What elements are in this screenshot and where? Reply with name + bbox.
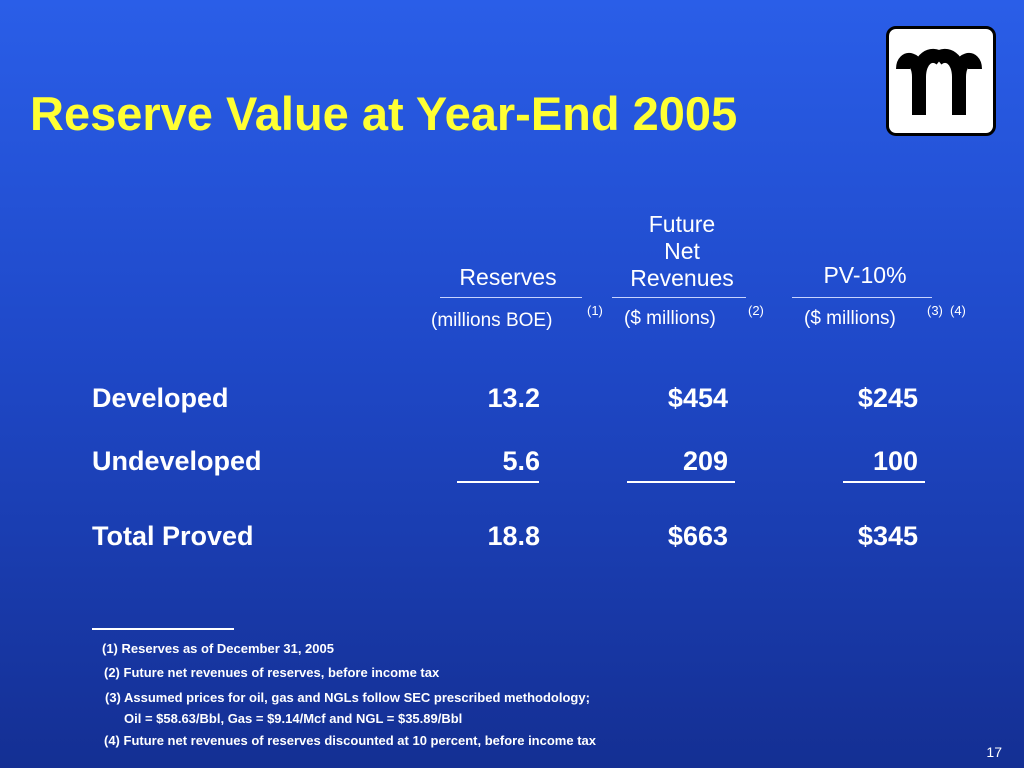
fnr-header-rule — [612, 297, 746, 298]
fnr-unit: ($ millions) — [624, 308, 716, 329]
developed-reserves: 13.2 — [487, 383, 540, 413]
footnote-3: (3) Assumed prices for oil, gas and NGLs… — [105, 690, 590, 705]
total-fnr: $663 — [667, 521, 728, 551]
row-label-undeveloped: Undeveloped — [92, 446, 262, 476]
undeveloped-fnr: 209 — [682, 446, 728, 476]
undeveloped-pv10-underline — [843, 481, 925, 483]
company-logo-icon — [886, 26, 996, 136]
fnr-header-line-2: Net — [664, 238, 700, 264]
total-reserves: 18.8 — [487, 521, 540, 551]
pv10-unit: ($ millions) — [804, 308, 896, 329]
reserves-note: (1) — [587, 303, 603, 318]
footnote-3-prices: Oil = $58.63/Bbl, Gas = $9.14/Mcf and NG… — [124, 711, 463, 726]
fnr-header-line-1: Future — [648, 211, 716, 237]
pv10-header: PV-10% — [823, 262, 907, 288]
undeveloped-fnr-underline — [627, 481, 735, 483]
footnote-2: (2) Future net revenues of reserves, bef… — [104, 665, 440, 680]
undeveloped-pv10: 100 — [872, 446, 918, 476]
fnr-note: (2) — [748, 303, 764, 318]
developed-pv10: $245 — [857, 383, 918, 413]
reserves-unit: (millions BOE) — [431, 310, 553, 331]
page-number: 17 — [986, 744, 1002, 760]
reserves-header-rule — [440, 297, 582, 298]
pv10-note-3: (3) — [927, 303, 943, 318]
undeveloped-reserves: 5.6 — [502, 446, 540, 476]
pv10-header-rule — [792, 297, 932, 298]
row-label-total-proved: Total Proved — [92, 521, 254, 551]
developed-fnr: $454 — [667, 383, 728, 413]
pv10-note-4: (4) — [950, 303, 966, 318]
future-net-revenues-header: Future Net Revenues — [602, 211, 762, 292]
footnote-4: (4) Future net revenues of reserves disc… — [104, 733, 596, 748]
footnote-1: (1) Reserves as of December 31, 2005 — [102, 641, 334, 656]
footnote-separator — [92, 628, 234, 630]
undeveloped-reserves-underline — [457, 481, 539, 483]
fnr-header-line-3: Revenues — [630, 265, 734, 291]
row-label-developed: Developed — [92, 383, 229, 413]
reserves-header: Reserves — [459, 264, 557, 290]
slide-title: Reserve Value at Year-End 2005 — [30, 87, 738, 140]
total-pv10: $345 — [857, 521, 918, 551]
